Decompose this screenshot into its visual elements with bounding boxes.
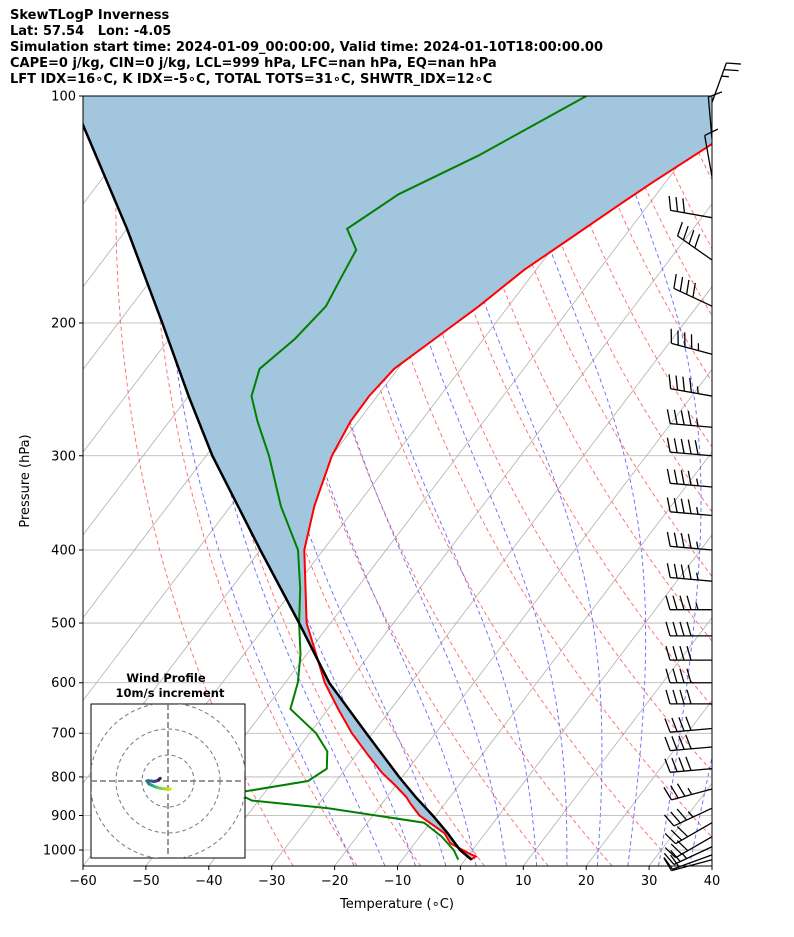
title: SkewTLogP Inverness bbox=[10, 8, 170, 23]
x-tick-label: 40 bbox=[704, 874, 721, 889]
header: SkewTLogP Inverness Lat: 57.54 Lon: -4.0… bbox=[10, 8, 603, 88]
wind-barb bbox=[666, 437, 713, 457]
y-tick-label: 100 bbox=[51, 90, 76, 105]
y-tick-label: 600 bbox=[51, 676, 76, 691]
wind-barb bbox=[673, 273, 713, 307]
wind-barb bbox=[663, 807, 713, 827]
y-axis-label: Pressure (hPa) bbox=[18, 434, 33, 527]
wind-barb bbox=[663, 783, 713, 801]
wind-barb bbox=[711, 62, 741, 103]
temperature-line bbox=[303, 142, 712, 861]
wind-barb bbox=[666, 497, 713, 517]
y-tick-label: 300 bbox=[51, 449, 76, 464]
x-tick-label: −40 bbox=[195, 874, 222, 889]
x-tick-label: −60 bbox=[69, 874, 96, 889]
wind-barb bbox=[664, 756, 713, 773]
axes: −60 −50 −40 −30 −20 −10 0 10 20 30 40 1000 900 800 700… bbox=[43, 90, 720, 890]
dry-adiabat bbox=[705, 96, 712, 111]
x-tick-label: −20 bbox=[321, 874, 348, 889]
moist-adiabat bbox=[688, 754, 712, 866]
x-tick-label: 20 bbox=[578, 874, 595, 889]
isotherm-line bbox=[522, 617, 712, 866]
wind-barb bbox=[666, 531, 713, 551]
wind-barb bbox=[670, 328, 713, 355]
x-tick-label: 0 bbox=[456, 874, 464, 889]
wind-barb bbox=[668, 195, 713, 219]
dry-adiabat bbox=[739, 96, 794, 866]
isotherm-line bbox=[585, 699, 712, 866]
wind-barb bbox=[668, 374, 713, 397]
dry-adiabat bbox=[575, 96, 712, 383]
wind-barb bbox=[665, 668, 712, 684]
moist-adiabat bbox=[369, 96, 568, 866]
moist-adiabat bbox=[501, 96, 647, 866]
y-tick-label: 900 bbox=[51, 809, 76, 824]
isotherm-line bbox=[460, 534, 712, 866]
dry-adiabat bbox=[640, 96, 712, 250]
wind-barb bbox=[663, 854, 713, 870]
dry-adiabat bbox=[115, 96, 294, 866]
y-tick-label: 500 bbox=[51, 617, 76, 632]
moist-adiabat bbox=[600, 96, 702, 866]
isotherm-line bbox=[711, 865, 712, 866]
y-tick-label: 800 bbox=[51, 770, 76, 785]
hodograph-title: Wind Profile bbox=[126, 671, 206, 685]
isotherm-line bbox=[83, 96, 103, 122]
isotherm-line bbox=[334, 368, 712, 866]
coordinates: Lat: 57.54 Lon: -4.05 bbox=[10, 24, 172, 39]
x-tick-label: −30 bbox=[258, 874, 285, 889]
y-tick-label: 200 bbox=[51, 316, 76, 331]
wind-barb bbox=[665, 689, 712, 705]
wind-barb bbox=[666, 468, 713, 488]
x-tick-label: −10 bbox=[384, 874, 411, 889]
wind-barbs bbox=[663, 62, 741, 872]
shaded-area bbox=[83, 96, 712, 860]
simulation-times: Simulation start time: 2024-01-09_00:00:… bbox=[10, 40, 603, 55]
moist-adiabat bbox=[427, 96, 603, 866]
y-tick-label: 700 bbox=[51, 727, 76, 742]
wind-barb bbox=[665, 621, 712, 637]
wind-barb bbox=[664, 822, 713, 845]
hodograph-segment bbox=[158, 776, 162, 781]
wind-barb bbox=[664, 734, 713, 752]
convective-params: CAPE=0 j/kg, CIN=0 j/kg, LCL=999 hPa, LF… bbox=[10, 56, 497, 71]
hodograph-inset bbox=[90, 703, 246, 859]
x-axis-label: Temperature (∘C) bbox=[339, 897, 454, 912]
stability-indices: LFT IDX=16∘C, K IDX=-5∘C, TOTAL TOTS=31∘… bbox=[10, 72, 493, 87]
wind-barb bbox=[676, 221, 713, 261]
hodograph-subtitle: 10m/s increment bbox=[116, 686, 225, 700]
moist-adiabat bbox=[286, 96, 507, 866]
hodograph-inner bbox=[91, 704, 245, 858]
moist-adiabat bbox=[160, 96, 355, 866]
wind-barb bbox=[664, 836, 713, 859]
dry-adiabat bbox=[673, 96, 712, 181]
wind-barb bbox=[666, 563, 713, 582]
wind-barb bbox=[666, 409, 713, 428]
x-tick-label: 10 bbox=[515, 874, 532, 889]
isotherm-line bbox=[208, 203, 712, 866]
moist-adiabat bbox=[323, 96, 538, 866]
moist-adiabat bbox=[720, 96, 794, 866]
x-tick-label: −50 bbox=[132, 874, 159, 889]
y-tick-label: 400 bbox=[51, 543, 76, 558]
wind-barb bbox=[664, 716, 713, 733]
parcel-path-line bbox=[83, 121, 473, 861]
y-tick-label: 1000 bbox=[43, 844, 76, 859]
wind-barb bbox=[665, 595, 712, 611]
dewpoint-line bbox=[232, 96, 587, 861]
x-tick-label: 30 bbox=[641, 874, 658, 889]
dry-adiabat bbox=[771, 96, 794, 866]
wind-barb bbox=[665, 645, 712, 661]
